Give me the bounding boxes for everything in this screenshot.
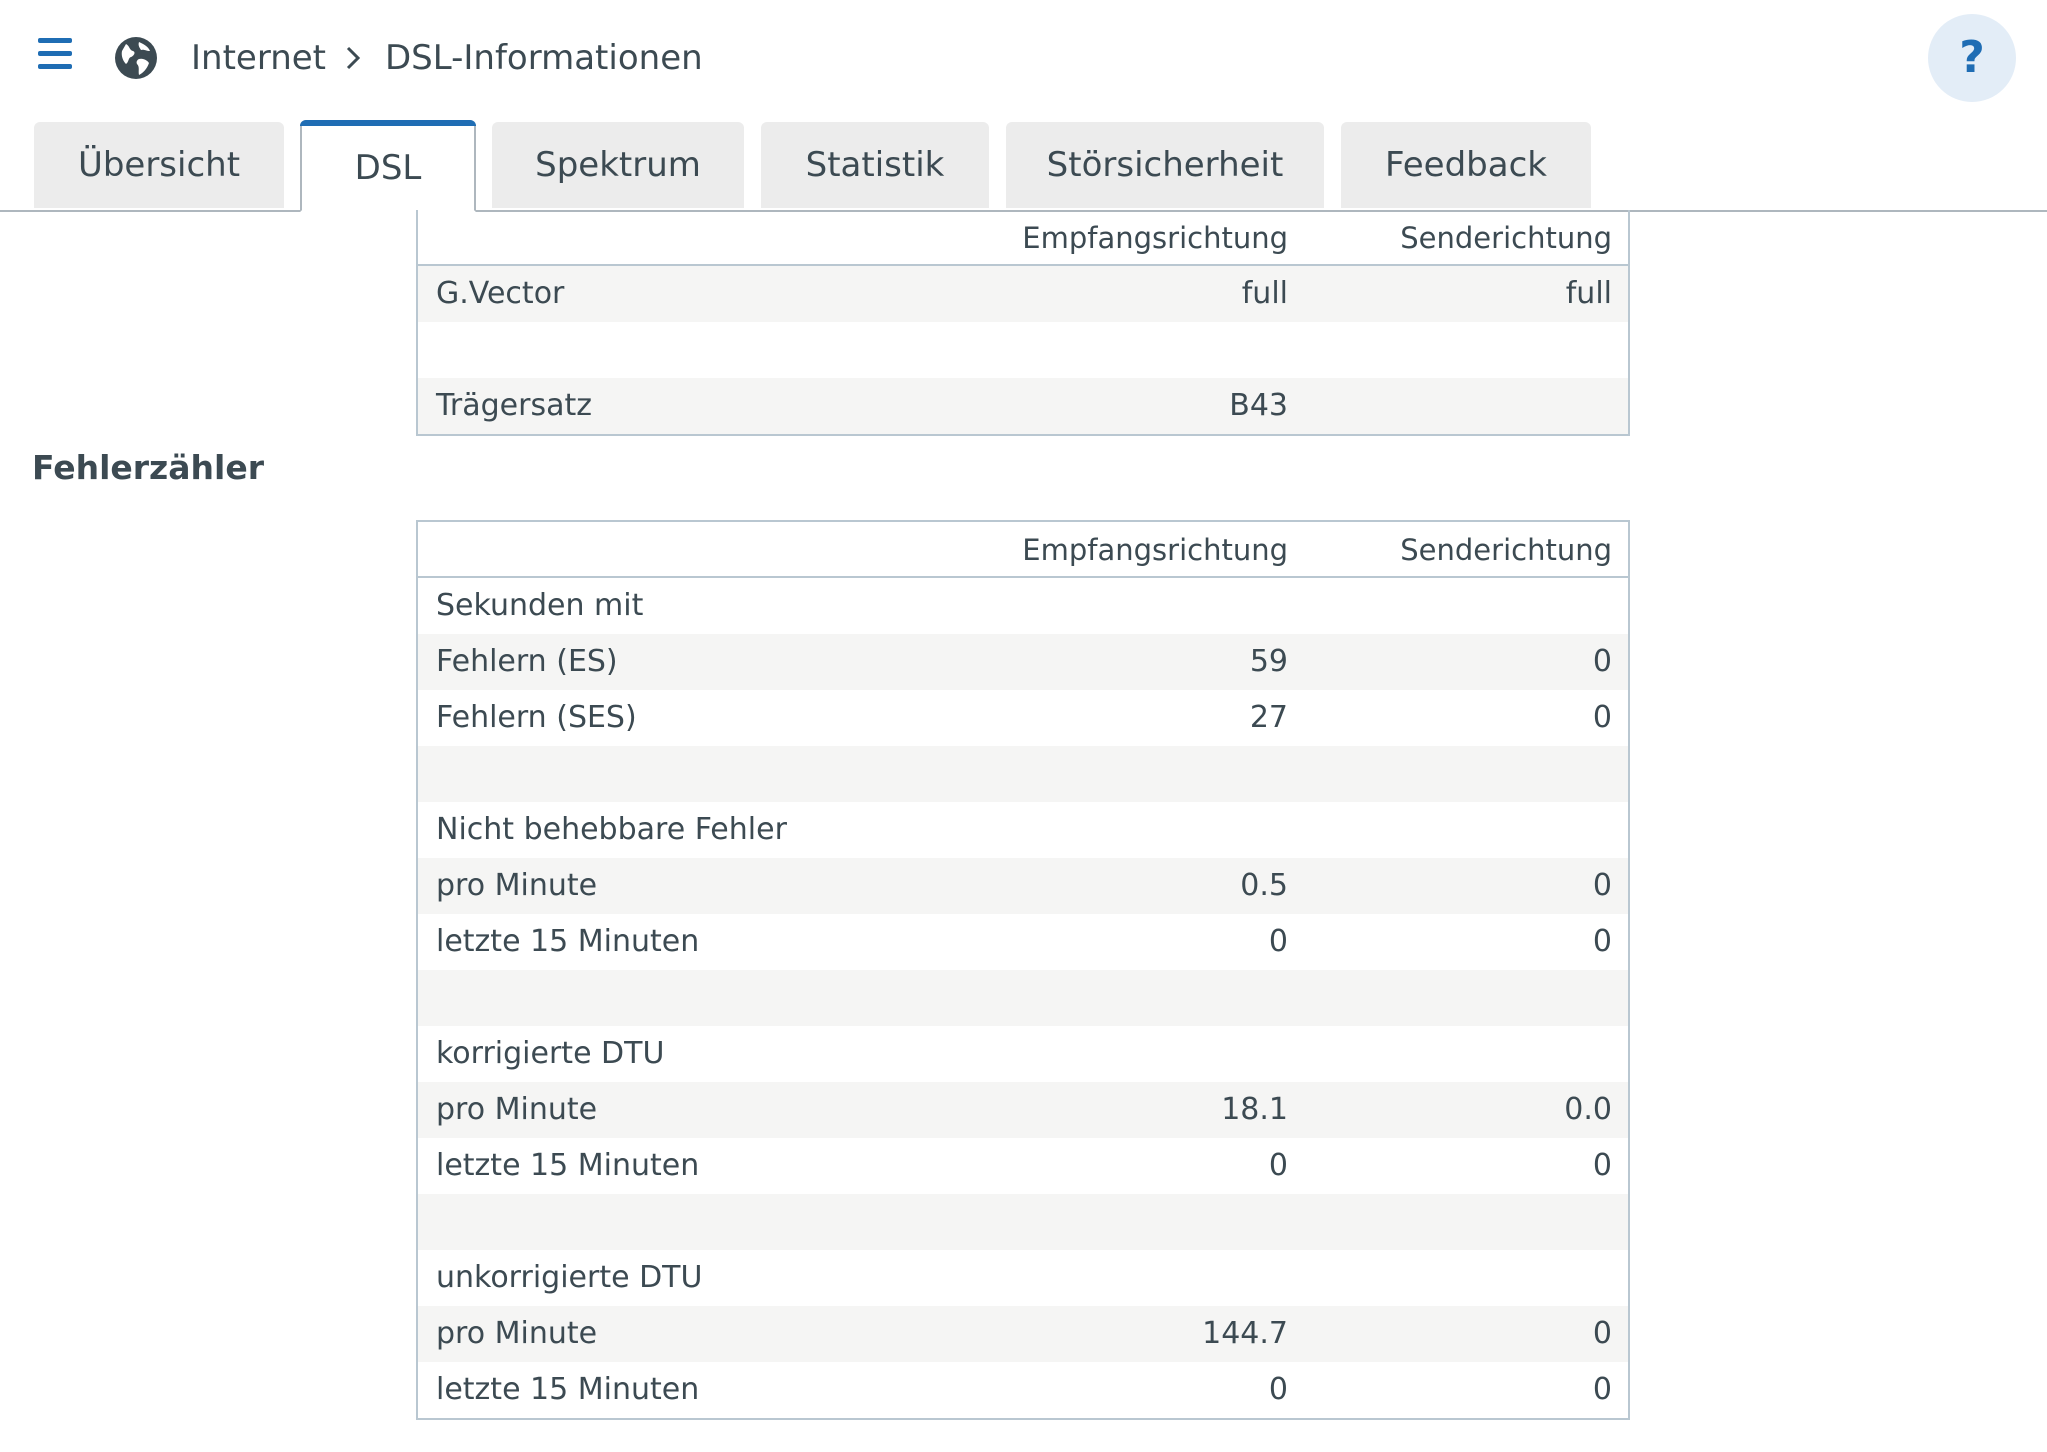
table-row: pro Minute 18.1 0.0 — [418, 1082, 1628, 1138]
row-rx-value: 0 — [1268, 1372, 1288, 1407]
row-label: letzte 15 Minuten — [436, 1148, 700, 1183]
row-tx-value: 0 — [1592, 924, 1612, 959]
table-row: Fehlern (SES) 27 0 — [418, 690, 1628, 746]
header-senderichtung: Senderichtung — [1400, 221, 1612, 255]
line-settings-table: Empfangsrichtung Senderichtung G.Vector … — [416, 210, 1630, 436]
row-rx-value: 0 — [1268, 924, 1288, 959]
row-label: letzte 15 Minuten — [436, 1372, 700, 1407]
row-label: Sekunden mit — [436, 588, 644, 623]
row-label: korrigierte DTU — [436, 1036, 665, 1071]
header-empfangsrichtung: Empfangsrichtung — [1022, 533, 1288, 567]
tab-uebersicht[interactable]: Übersicht — [34, 122, 284, 208]
row-label: letzte 15 Minuten — [436, 924, 700, 959]
row-tx-value: 0 — [1592, 644, 1612, 679]
row-label: Fehlern (ES) — [436, 644, 618, 679]
table-row: pro Minute 144.7 0 — [418, 1306, 1628, 1362]
row-label: Trägersatz — [436, 388, 592, 423]
tab-stoersicherheit[interactable]: Störsicherheit — [1006, 122, 1324, 208]
table-header-row: Empfangsrichtung Senderichtung — [418, 522, 1628, 578]
row-tx-value: 0 — [1592, 1148, 1612, 1183]
breadcrumb-dsl-informationen: DSL-Informationen — [385, 38, 703, 78]
table-row: Fehlern (ES) 59 0 — [418, 634, 1628, 690]
row-rx-value: 59 — [1249, 644, 1288, 679]
row-rx-value: 0 — [1268, 1148, 1288, 1183]
table-row: letzte 15 Minuten 0 0 — [418, 1138, 1628, 1194]
row-rx-value: 144.7 — [1202, 1316, 1288, 1351]
row-label: G.Vector — [436, 276, 565, 311]
table-row-spacer — [418, 322, 1628, 378]
table-row: G.Vector full full — [418, 266, 1628, 322]
table-row: letzte 15 Minuten 0 0 — [418, 1362, 1628, 1418]
table-row: Sekunden mit — [418, 578, 1628, 634]
row-tx-value: 0.0 — [1564, 1092, 1612, 1127]
globe-icon — [115, 37, 157, 79]
tab-spektrum[interactable]: Spektrum — [492, 122, 744, 208]
row-rx-value: full — [1241, 276, 1288, 311]
table-header-row: Empfangsrichtung Senderichtung — [418, 210, 1628, 266]
table-row: letzte 15 Minuten 0 0 — [418, 914, 1628, 970]
row-label: pro Minute — [436, 868, 598, 903]
table-row: korrigierte DTU — [418, 1026, 1628, 1082]
table-row: unkorrigierte DTU — [418, 1250, 1628, 1306]
header-senderichtung: Senderichtung — [1400, 533, 1612, 567]
row-tx-value: 0 — [1592, 868, 1612, 903]
help-button[interactable]: ? — [1928, 14, 2016, 102]
breadcrumb-internet[interactable]: Internet — [191, 38, 327, 78]
header-empfangsrichtung: Empfangsrichtung — [1022, 221, 1288, 255]
menu-icon[interactable] — [34, 34, 76, 74]
section-title-fehlerzaehler: Fehlerzähler — [32, 448, 264, 487]
row-rx-value: 27 — [1249, 700, 1288, 735]
table-row-spacer — [418, 746, 1628, 802]
top-bar: Internet DSL-Informationen ? — [0, 0, 2047, 120]
error-counter-table: Empfangsrichtung Senderichtung Sekunden … — [416, 520, 1630, 1420]
table-row: Nicht behebbare Fehler — [418, 802, 1628, 858]
row-label: unkorrigierte DTU — [436, 1260, 703, 1295]
row-tx-value: 0 — [1592, 1316, 1612, 1351]
table-row-spacer — [418, 970, 1628, 1026]
row-label: pro Minute — [436, 1316, 598, 1351]
row-tx-value: 0 — [1592, 1372, 1612, 1407]
tab-feedback[interactable]: Feedback — [1341, 122, 1591, 208]
tab-statistik[interactable]: Statistik — [761, 122, 989, 208]
row-label: Fehlern (SES) — [436, 700, 637, 735]
table-row: pro Minute 0.5 0 — [418, 858, 1628, 914]
tab-dsl[interactable]: DSL — [300, 120, 476, 212]
row-tx-value: full — [1565, 276, 1612, 311]
row-label: Nicht behebbare Fehler — [436, 812, 787, 847]
tab-bar: Übersicht DSL Spektrum Statistik Störsic… — [0, 120, 2047, 212]
row-rx-value: 18.1 — [1221, 1092, 1288, 1127]
chevron-right-icon — [346, 46, 361, 70]
row-tx-value: 0 — [1592, 700, 1612, 735]
table-row: Trägersatz B43 — [418, 378, 1628, 434]
row-rx-value: B43 — [1229, 388, 1288, 423]
row-rx-value: 0.5 — [1240, 868, 1288, 903]
table-row-spacer — [418, 1194, 1628, 1250]
row-label: pro Minute — [436, 1092, 598, 1127]
